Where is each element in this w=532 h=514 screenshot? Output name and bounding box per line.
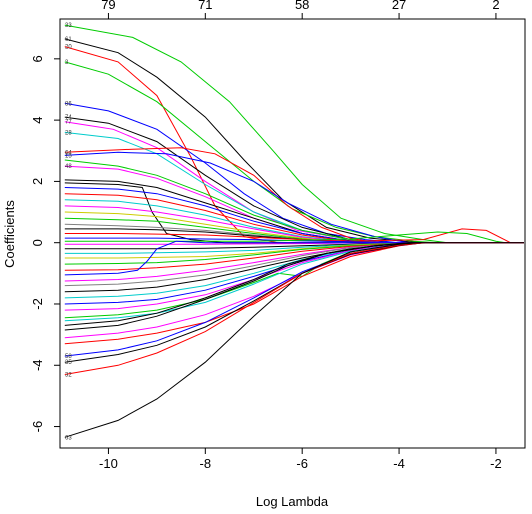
coefficient-index-label: 64 <box>65 150 72 156</box>
coefficient-index-label: 20 <box>65 45 72 51</box>
coefficient-index-label: 35 <box>65 360 72 366</box>
top-tick-label: 58 <box>295 0 309 12</box>
coefficient-index-label: 15 <box>65 153 72 159</box>
top-tick-label: 2 <box>492 0 499 12</box>
y-tick-label: 2 <box>30 178 45 185</box>
y-axis: -6 -4 -2 0 2 4 6 <box>30 55 60 432</box>
y-tick-label: -2 <box>30 298 45 310</box>
coefficient-path-40 <box>64 242 524 322</box>
top-axis-df: 79 71 58 27 2 <box>101 0 500 19</box>
x-axis: -10 -8 -6 -4 -2 <box>99 448 502 471</box>
coefficient-index-label: 28 <box>65 130 72 136</box>
y-tick-label: -6 <box>30 421 45 433</box>
plot-frame <box>59 18 526 449</box>
coefficient-path-32 <box>64 240 524 276</box>
coefficient-path-2 <box>64 38 524 244</box>
coefficient-path-10 <box>64 151 524 244</box>
coefficient-paths <box>64 24 524 438</box>
coefficient-index-label: 33 <box>65 23 72 29</box>
coefficient-index-label: 58 <box>65 354 72 360</box>
y-tick-label: -4 <box>30 359 45 371</box>
y-tick-label: 0 <box>30 239 45 246</box>
coefficient-index-label: 61 <box>65 37 72 43</box>
coefficient-path-23 <box>64 228 524 244</box>
top-tick-label: 79 <box>101 0 115 12</box>
x-tick-label: -6 <box>296 456 308 471</box>
y-axis-title: Coefficients <box>2 200 17 268</box>
coefficient-index-label: 74 <box>65 115 72 121</box>
coefficient-path-6 <box>64 116 524 244</box>
coefficient-path-31 <box>64 242 524 271</box>
coefficient-path-48 <box>64 242 524 438</box>
coefficient-path-47 <box>64 242 524 375</box>
coefficient-path-9 <box>64 147 524 244</box>
coefficient-index-label: 32 <box>65 372 72 378</box>
x-tick-label: -8 <box>200 456 212 471</box>
x-tick-label: -4 <box>393 456 405 471</box>
top-tick-label: 71 <box>198 0 212 12</box>
coefficient-index-label: 63 <box>65 435 72 441</box>
coefficient-path-5 <box>64 102 524 244</box>
coefficient-path-25 <box>64 231 524 244</box>
x-axis-title: Log Lambda <box>256 494 329 509</box>
coefficient-index-label: 48 <box>65 164 72 170</box>
coefficient-path-36 <box>64 242 524 299</box>
coefficient-index-label: 3 <box>65 60 69 66</box>
coefficient-path-14 <box>64 182 524 244</box>
coefficient-path-7 <box>64 121 524 244</box>
coefficient-path-1 <box>64 24 524 244</box>
x-tick-label: -2 <box>490 456 502 471</box>
coefficient-path-42 <box>64 242 524 331</box>
x-tick-label: -10 <box>99 456 118 471</box>
coefficient-index-label: 77 <box>65 120 72 126</box>
coefficient-path-46 <box>64 242 524 363</box>
y-tick-label: 4 <box>30 117 45 124</box>
coefficient-path-3 <box>64 46 524 244</box>
coefficient-index-label: 86 <box>65 101 72 107</box>
top-tick-label: 27 <box>392 0 406 12</box>
y-tick-label: 6 <box>30 55 45 62</box>
